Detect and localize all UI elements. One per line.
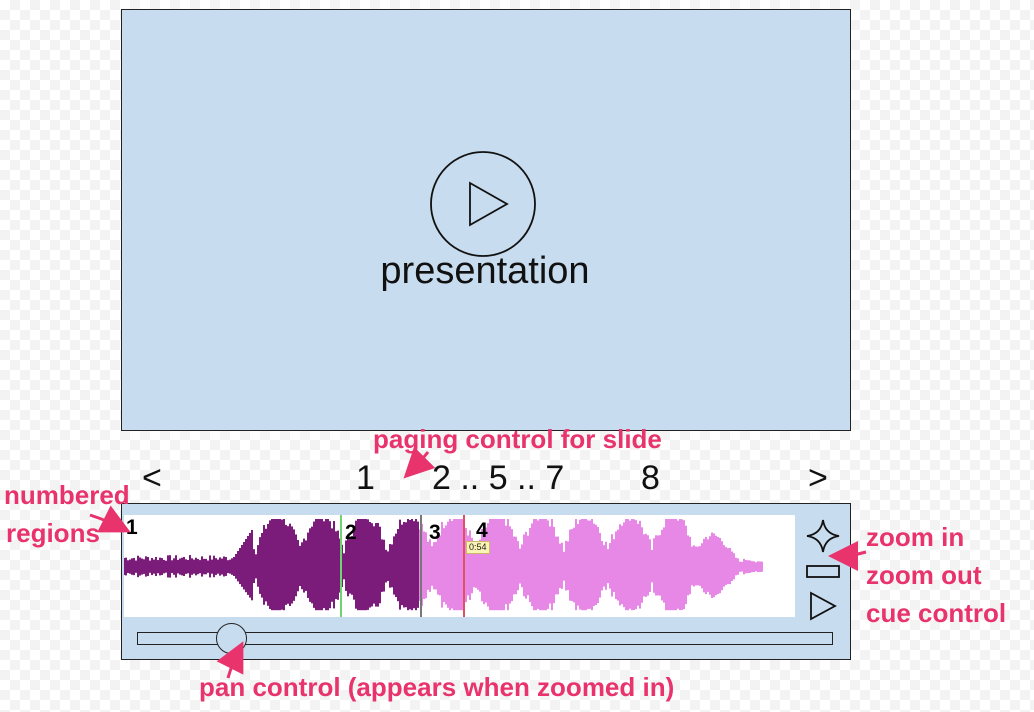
annotation-pan: pan control (appears when zoomed in)	[199, 672, 675, 702]
pan-slider-track[interactable]	[137, 632, 833, 645]
annotation-regions: regions	[6, 518, 100, 548]
pager-page-range[interactable]: 2 .. 5 .. 7	[432, 459, 565, 497]
region-number-2[interactable]: 2	[345, 521, 357, 544]
region-number-1[interactable]: 1	[126, 516, 138, 539]
waveform[interactable]	[123, 515, 795, 617]
video-panel	[121, 9, 851, 431]
annotation-numbered: numbered	[4, 480, 130, 510]
annotation-zoom-in: zoom in	[866, 522, 965, 552]
play-button[interactable]	[430, 151, 536, 257]
annotation-cue: cue control	[866, 598, 1007, 628]
playhead-time: 0:54	[466, 541, 490, 554]
pager-prev[interactable]: <	[142, 459, 162, 497]
pager-next[interactable]: >	[808, 459, 828, 497]
region-number-3[interactable]: 3	[429, 521, 441, 544]
pager-page-8[interactable]: 8	[641, 459, 660, 497]
paging-arrow	[403, 446, 436, 479]
playhead-marker[interactable]	[463, 515, 465, 617]
presentation-label: presentation	[380, 250, 590, 292]
region-number-4[interactable]: 4	[476, 519, 488, 542]
waveform-area[interactable]	[123, 515, 795, 617]
region-marker-2[interactable]	[340, 515, 342, 617]
zoom-in-icon[interactable]	[805, 518, 841, 554]
annotation-zoom-out: zoom out	[866, 560, 982, 590]
cue-play-icon[interactable]	[808, 590, 838, 622]
annotation-paging: paging control for slide	[373, 424, 662, 454]
play-icon	[469, 181, 509, 227]
pager-page-1[interactable]: 1	[356, 459, 375, 497]
region-marker-3[interactable]	[420, 515, 422, 617]
zoom-out-icon[interactable]	[805, 564, 841, 580]
